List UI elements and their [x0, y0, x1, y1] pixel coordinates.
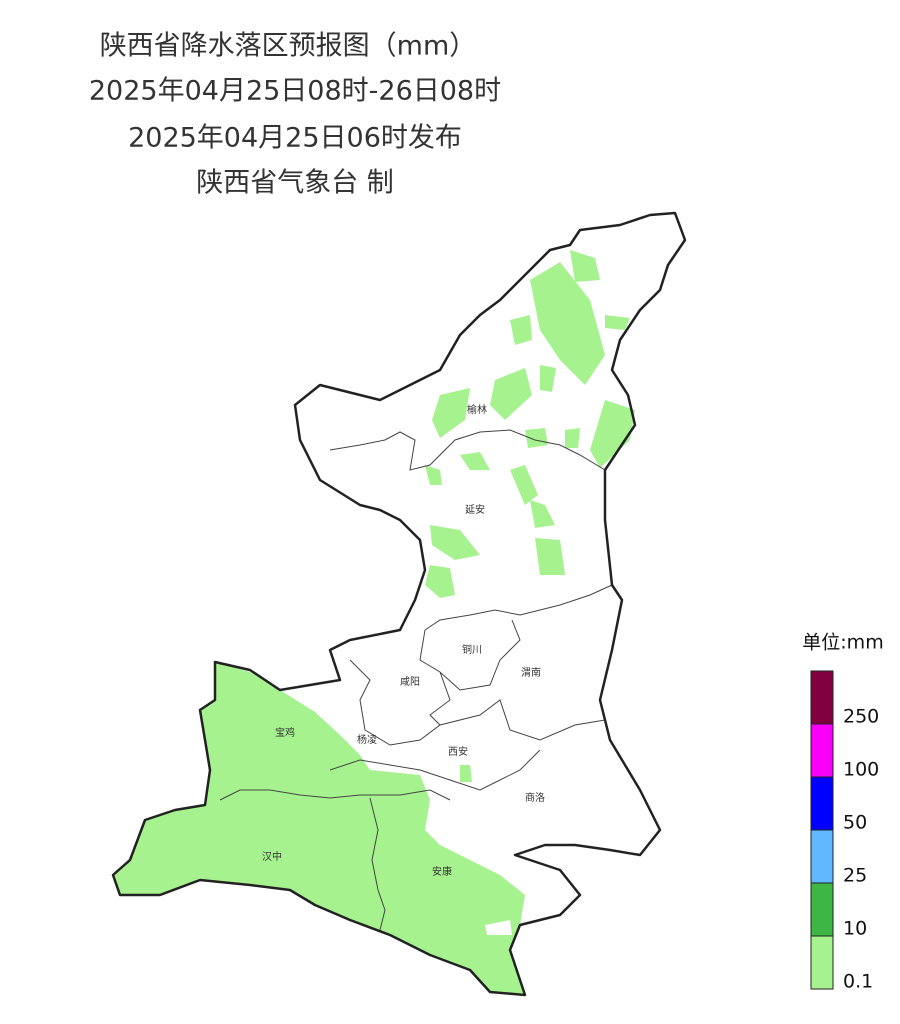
city-label: 延安 [465, 503, 485, 516]
title: 陕西省降水落区预报图（mm） [100, 31, 477, 62]
legend-label: 10 [843, 918, 867, 940]
city-label: 杨凌 [357, 733, 377, 746]
city-label: 榆林 [467, 403, 487, 416]
legend-title: 单位:mm [802, 632, 883, 654]
dry-gap [485, 920, 512, 935]
legend-label: 100 [843, 759, 879, 781]
legend-label: 250 [843, 706, 879, 728]
legend-swatch [810, 723, 834, 778]
period: 2025年04月25日08时-26日08时 [89, 76, 501, 107]
city-label: 安康 [432, 865, 452, 878]
author: 陕西省气象台 制 [196, 168, 394, 199]
province-border [111, 211, 687, 997]
city-label: 汉中 [262, 850, 282, 863]
city-label: 宝鸡 [275, 726, 295, 739]
city-label: 咸阳 [400, 676, 420, 688]
legend-label: 0.1 [843, 971, 873, 993]
city-label: 商洛 [525, 791, 545, 804]
legend-swatch [810, 829, 834, 884]
legend-swatch [810, 776, 834, 831]
legend-swatch [810, 882, 834, 937]
district-borders [219, 429, 613, 931]
city-label: 西安 [448, 745, 468, 758]
issued: 2025年04月25日06时发布 [128, 123, 462, 154]
legend: 0.1 10 25 50 100 250 [810, 670, 879, 993]
city-label: 铜川 [462, 644, 482, 656]
legend-swatch [810, 670, 834, 725]
rain-areas [113, 250, 635, 995]
legend-label: 50 [843, 812, 867, 834]
city-label: 渭南 [521, 666, 541, 679]
legend-swatch [810, 935, 834, 990]
legend-label: 25 [843, 865, 867, 887]
